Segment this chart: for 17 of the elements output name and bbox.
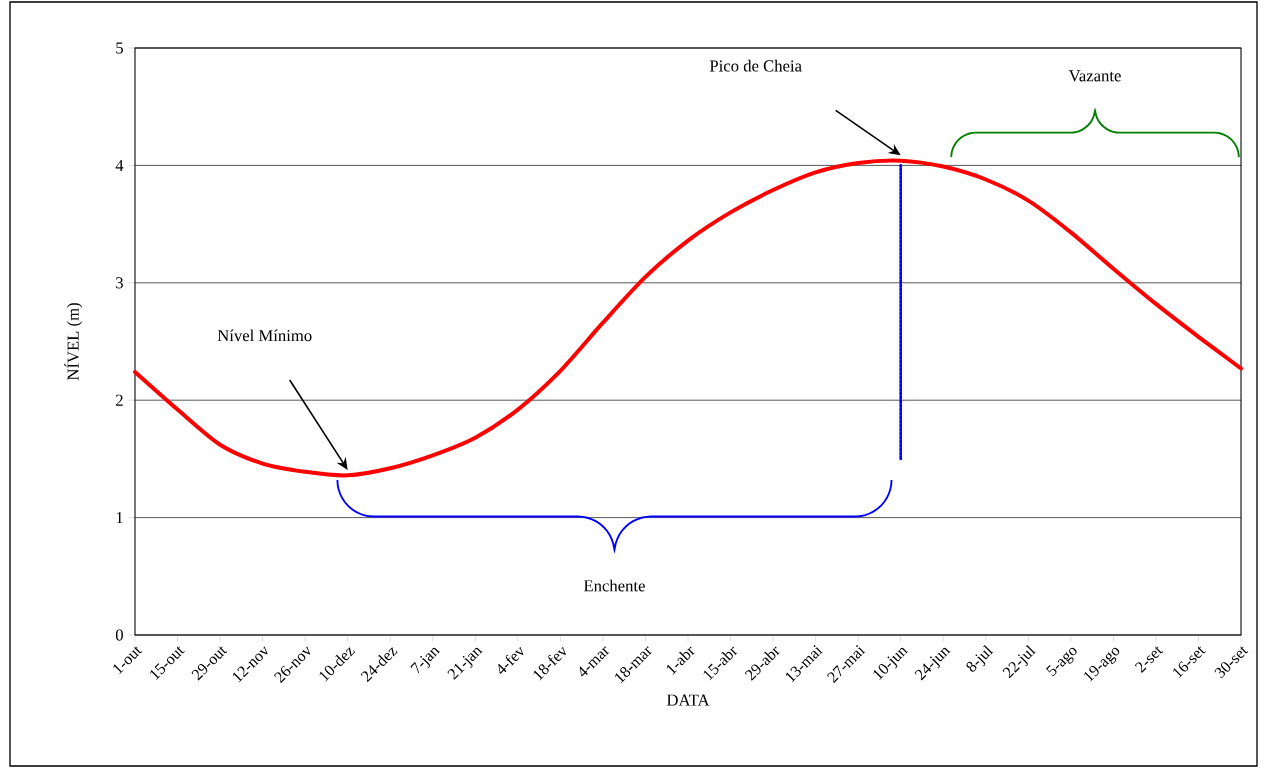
x-tick-label: 7-jan (410, 647, 441, 674)
y-tick-label: 1 (116, 512, 123, 524)
annotation: Nível Mínimo (217, 329, 312, 342)
y-tick-label: 2 (116, 394, 123, 406)
line-series (133, 158, 1244, 478)
annotation: Pico de Cheia (709, 59, 802, 72)
x-tick-label: 4-fev (498, 646, 524, 674)
y-axis-title: NÍVEL (m) (64, 303, 83, 381)
x-axis-title: DATA (666, 694, 710, 706)
y-tick-label: 0 (115, 629, 123, 641)
y-tick-label: 3 (116, 277, 123, 289)
x-tick-label: 8-jul (966, 645, 994, 672)
y-tick-label: 4 (115, 159, 124, 171)
y-tick-label: 5 (116, 42, 123, 54)
annotation: Enchente (583, 579, 645, 592)
x-tick-label: 2-set (1134, 646, 1164, 673)
annotation: Vazante (1068, 70, 1121, 82)
